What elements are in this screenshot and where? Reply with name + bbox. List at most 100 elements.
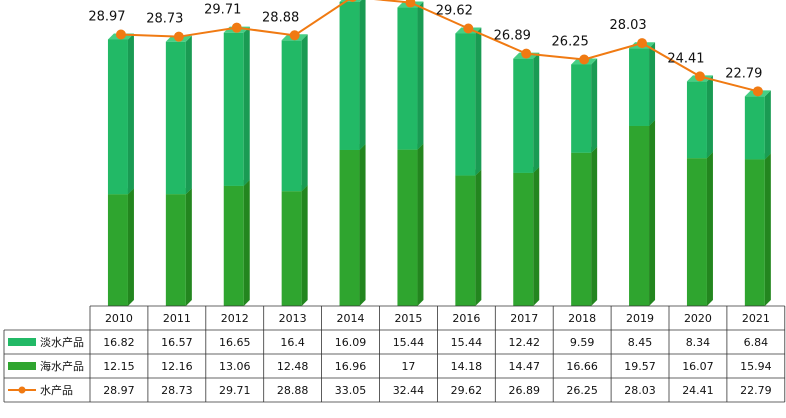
table-cell: 16.07 [682, 360, 714, 373]
table-cell: 16.65 [219, 336, 251, 349]
bar-freshwater-2012 [223, 32, 244, 186]
table-cell: 16.82 [103, 336, 135, 349]
x-tick-label: 2016 [452, 312, 480, 325]
total-line-layer: 28.9728.7329.7128.8833.0532.4429.6226.89… [88, 0, 763, 97]
bars-layer [107, 0, 771, 307]
table-cell: 33.05 [335, 384, 367, 397]
data-label-2010: 28.97 [88, 9, 125, 24]
data-label-2012: 29.71 [204, 3, 241, 18]
bar-marine-side-2021 [764, 153, 771, 306]
table-cell: 24.41 [682, 384, 714, 397]
data-label-2016: 29.62 [436, 3, 473, 18]
bar-freshwater-2013 [281, 40, 302, 192]
bar-marine-2020 [686, 158, 707, 306]
x-tick-label: 2015 [394, 312, 422, 325]
bar-marine-side-2014 [359, 143, 366, 306]
bar-freshwater-side-2017 [533, 52, 540, 173]
table-cell: 14.18 [451, 360, 483, 373]
total-point-2012 [231, 22, 242, 33]
bar-marine-side-2015 [417, 143, 424, 306]
bar-marine-2021 [744, 159, 765, 306]
bar-marine-side-2010 [127, 188, 134, 306]
legend-label-0: 淡水产品 [40, 335, 84, 349]
total-point-2018 [579, 54, 590, 65]
data-label-2020: 24.41 [667, 51, 704, 66]
table-cell: 28.03 [624, 384, 656, 397]
bar-marine-2018 [571, 152, 592, 306]
bar-freshwater-2016 [455, 33, 476, 176]
bar-freshwater-side-2015 [417, 1, 424, 150]
bar-freshwater-2018 [571, 64, 592, 153]
bar-freshwater-side-2010 [127, 33, 134, 195]
table-cell: 28.88 [277, 384, 309, 397]
total-point-2013 [289, 30, 300, 41]
table-cell: 29.71 [219, 384, 251, 397]
bar-marine-side-2011 [185, 188, 192, 306]
total-point-2021 [752, 86, 763, 97]
bar-freshwater-side-2021 [764, 90, 771, 160]
bar-freshwater-2019 [629, 48, 650, 126]
legend-label-2: 水产品 [40, 383, 73, 397]
table-cell: 8.34 [686, 336, 711, 349]
bar-marine-2010 [107, 194, 128, 306]
bar-marine-2016 [455, 175, 476, 306]
table-cell: 16.66 [566, 360, 598, 373]
x-tick-label: 2021 [742, 312, 770, 325]
bar-freshwater-2010 [107, 39, 128, 195]
data-label-2019: 28.03 [609, 18, 646, 33]
table-cell: 12.42 [509, 336, 541, 349]
data-label-2013: 28.88 [262, 10, 299, 25]
total-point-2016 [463, 23, 474, 34]
bar-marine-2012 [223, 185, 244, 306]
table-cell: 8.45 [628, 336, 653, 349]
table-cell: 16.96 [335, 360, 367, 373]
x-tick-label: 2017 [510, 312, 538, 325]
table-cell: 15.94 [740, 360, 772, 373]
legend-key-marker [18, 386, 26, 394]
bar-freshwater-side-2014 [359, 0, 366, 150]
bar-freshwater-side-2016 [475, 27, 482, 176]
bar-marine-side-2017 [533, 166, 540, 306]
total-point-2020 [694, 71, 705, 82]
x-tick-label: 2020 [684, 312, 712, 325]
total-point-2015 [405, 0, 416, 8]
data-label-2017: 26.89 [494, 29, 531, 44]
table-cell: 12.15 [103, 360, 135, 373]
bar-marine-2019 [629, 125, 650, 307]
bar-freshwater-2015 [397, 7, 418, 150]
legend-label-1: 海水产品 [40, 359, 84, 373]
bar-freshwater-2017 [513, 58, 534, 173]
bar-marine-2017 [513, 172, 534, 306]
bar-freshwater-side-2011 [185, 35, 192, 195]
table-cell: 28.97 [103, 384, 135, 397]
bar-freshwater-side-2018 [591, 58, 598, 153]
table-cell: 22.79 [740, 384, 772, 397]
table-cell: 14.47 [509, 360, 541, 373]
table-cell: 17 [401, 360, 415, 373]
bar-marine-2014 [339, 149, 360, 306]
table-cell: 15.44 [393, 336, 425, 349]
bar-freshwater-2011 [165, 41, 186, 195]
table-cell: 12.16 [161, 360, 193, 373]
bar-freshwater-side-2013 [301, 34, 308, 192]
bar-marine-2013 [281, 191, 302, 306]
bar-marine-side-2020 [706, 152, 713, 306]
x-tick-label: 2012 [221, 312, 249, 325]
table-cell: 13.06 [219, 360, 251, 373]
bar-marine-2011 [165, 194, 186, 306]
bar-freshwater-side-2019 [649, 42, 656, 126]
data-label-2011: 28.73 [146, 12, 183, 27]
table-cell: 16.57 [161, 336, 193, 349]
bar-freshwater-side-2012 [243, 26, 250, 186]
total-point-2010 [115, 29, 126, 40]
x-tick-label: 2010 [105, 312, 133, 325]
bar-freshwater-2020 [686, 81, 707, 159]
table-cell: 16.09 [335, 336, 367, 349]
table-cell: 9.59 [570, 336, 595, 349]
x-tick-label: 2018 [568, 312, 596, 325]
table-cell: 32.44 [393, 384, 425, 397]
table-cell: 6.84 [744, 336, 769, 349]
bar-freshwater-2021 [744, 96, 765, 160]
table-cell: 28.73 [161, 384, 193, 397]
